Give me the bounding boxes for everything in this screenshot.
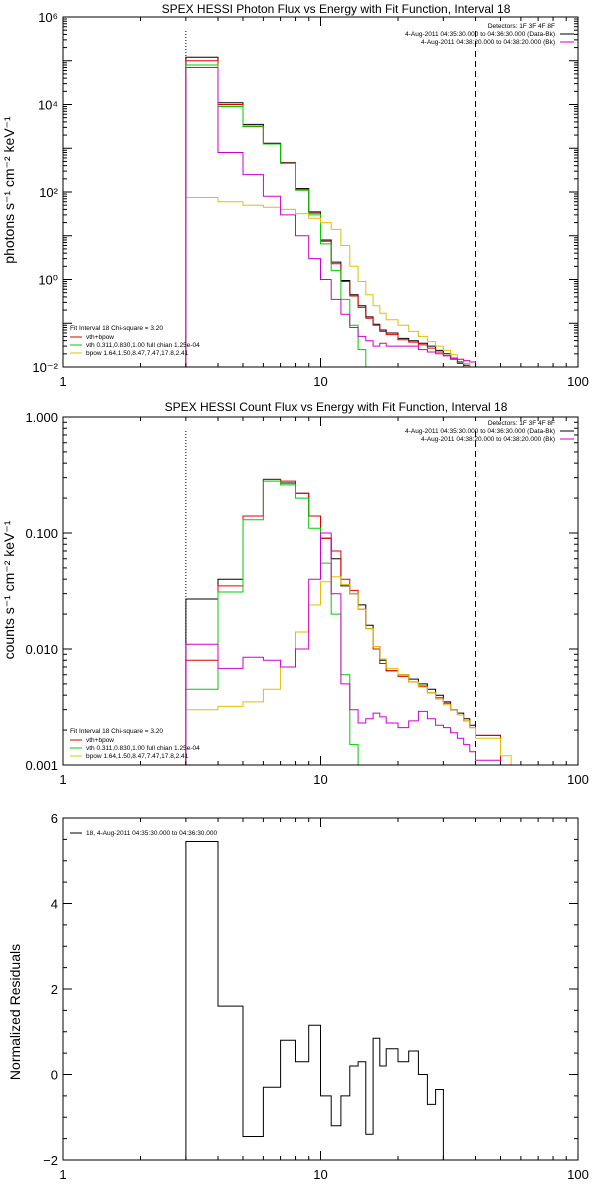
count-y-tick-label: 1.000 [25,410,58,425]
photon-y-tick-label: 10⁴ [38,98,58,113]
count-panel-title: SPEX HESSI Count Flux vs Energy with Fit… [165,400,508,414]
residuals-series-layer [185,841,444,1160]
count-legend-interval: 4-Aug-2011 04:35:30.000 to 04:36:30.000 … [405,428,555,435]
count-x-tick-label: 1 [59,772,66,787]
residuals-y-axis-label: Normalized Residuals [7,944,23,1080]
count-fit-line3: bpow 1.64,1.50,8.47,7.47,17.8,2.41 [86,753,189,760]
count-axes-layer: 1 10 100 0.001 0.010 0.100 1.000 [25,410,588,787]
count-series-bpow [185,576,521,766]
count-x-tick-label: 10 [313,772,327,787]
residuals-y-tick-label: 0 [51,1068,58,1083]
count-series-bk [185,532,501,765]
count-series-data [185,478,501,765]
photon-series-bk [185,67,476,367]
photon-y-tick-label: 10⁻² [32,360,58,375]
photon-x-tick-label: 100 [567,374,589,389]
photon-legend-interval: 4-Aug-2011 04:35:30.000 to 04:36:30.000 … [405,31,555,38]
count-series-total [185,478,501,765]
photon-fit-header: Fit Interval 18 Chi-square = 3.20 [70,325,163,332]
count-flux-panel: SPEX HESSI Count Flux vs Energy with Fit… [1,400,589,787]
residuals-series-data [185,841,444,1160]
photon-y-tick-label: 10² [39,185,58,200]
photon-panel-title: SPEX HESSI Photon Flux vs Energy with Fi… [162,2,511,16]
residuals-y-tick-label: −2 [43,1153,58,1168]
count-x-tick-label: 100 [567,772,589,787]
count-fit-header: Fit Interval 18 Chi-square = 3.20 [70,728,163,735]
photon-legend-bk: 4-Aug-2011 04:38:20.000 to 04:38:20.000 … [421,39,555,46]
residuals-legend-label: 18, 4-Aug-2011 04:35:30.000 to 04:36:30.… [86,830,217,837]
photon-axes-layer: 1 10 100 10⁻² 10⁰ 10² 10⁴ 10⁶ [32,10,589,389]
residuals-y-tick-label: 2 [51,982,58,997]
residuals-x-tick-label: 100 [567,1167,589,1182]
photon-y-tick-label: 10⁶ [38,10,58,25]
count-legend-bk: 4-Aug-2011 04:38:20.000 to 04:38:20.000 … [421,436,555,443]
photon-fit-line1: vth+bpow [86,334,114,341]
count-series-vth [185,480,359,765]
count-y-axis-label: counts s⁻¹ cm⁻² keV⁻¹ [1,520,17,659]
photon-x-tick-label: 1 [59,374,66,389]
photon-y-tick-label: 10⁰ [38,273,58,288]
count-y-tick-label: 0.010 [25,642,58,657]
count-y-tick-label: 0.100 [25,526,58,541]
photon-fit-line3: bpow 1.64,1.50,8.47,7.47,17.8,2.41 [86,350,189,357]
residuals-y-tick-label: 4 [51,897,58,912]
count-fit-line1: vth+bpow [86,737,114,744]
photon-plot-frame [62,16,579,368]
count-y-tick-label: 0.001 [25,758,58,773]
photon-series-vth [185,64,367,367]
photon-fit-line2: vth 0.311,0.830,1.00 full chian 1.25e-04 [86,342,200,349]
residuals-x-tick-label: 10 [313,1167,327,1182]
count-legend-detectors: Detectors: 1F 3F 4F 8F [488,420,555,427]
residuals-axes-layer: 1 10 100 −2 0 2 4 6 [43,811,589,1182]
photon-series-layer [185,31,477,368]
photon-legend-detectors: Detectors: 1F 3F 4F 8F [488,23,555,30]
photon-y-axis-label: photons s⁻¹ cm⁻² keV⁻¹ [1,116,17,264]
photon-flux-panel: SPEX HESSI Photon Flux vs Energy with Fi… [1,2,589,389]
residuals-panel: Normalized Residuals 1 10 100 −2 0 2 4 6 18, 4-… [7,811,589,1182]
residuals-plot-frame [62,817,579,1161]
residuals-x-tick-label: 1 [59,1167,66,1182]
photon-series-data [185,56,471,367]
count-series-layer [185,431,521,766]
count-fit-line2: vth 0.311,0.830,1.00 full chian 1.25e-04 [86,745,200,752]
residuals-y-tick-label: 6 [51,811,58,826]
photon-x-tick-label: 10 [313,374,327,389]
